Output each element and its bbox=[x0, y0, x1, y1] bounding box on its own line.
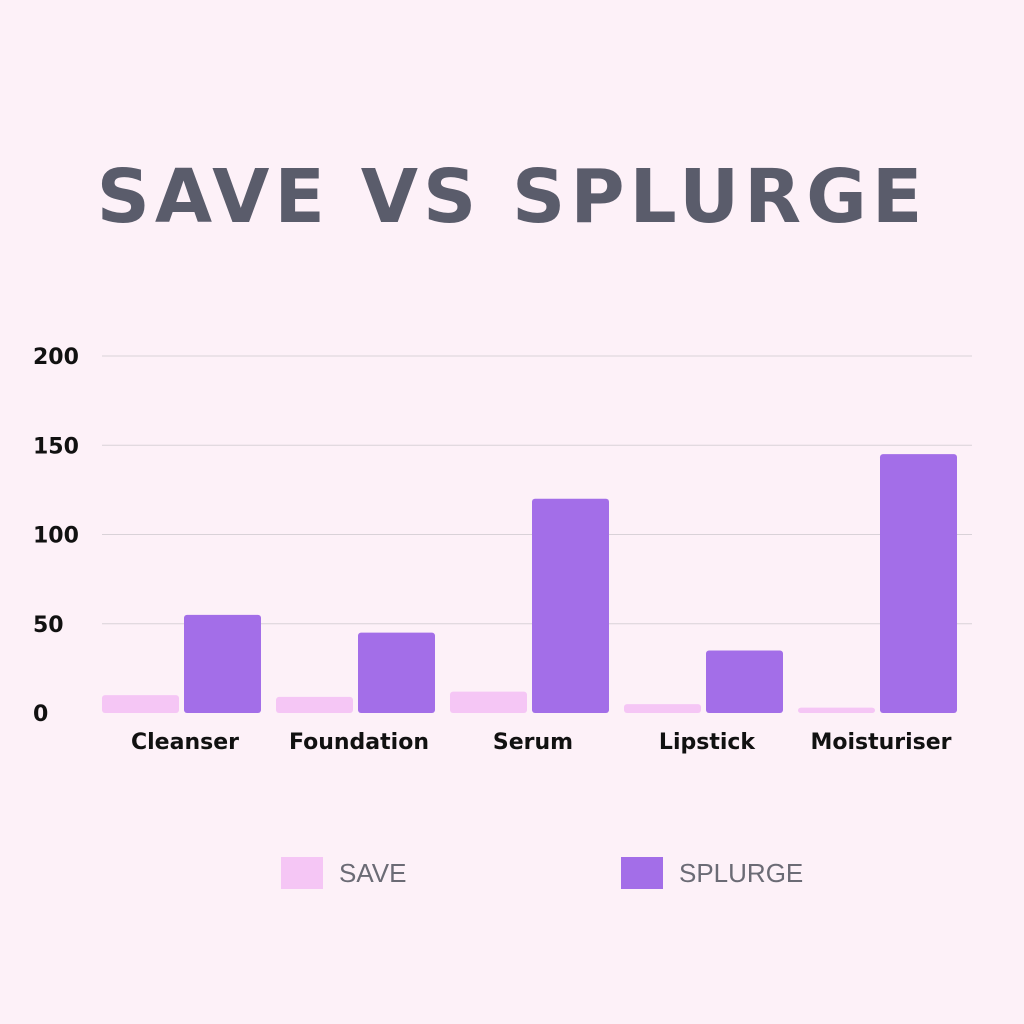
x-tick-label: Lipstick bbox=[659, 730, 757, 755]
chart-title: SAVE VS SPLURGE bbox=[96, 154, 928, 240]
bar-save-moisturiser bbox=[798, 707, 875, 713]
bar-save-cleanser bbox=[102, 695, 179, 713]
y-tick-label: 100 bbox=[33, 524, 79, 549]
bar-save-foundation bbox=[276, 696, 353, 713]
y-tick-label: 50 bbox=[33, 613, 64, 638]
bar-splurge-serum bbox=[532, 498, 609, 713]
bar-splurge-cleanser bbox=[184, 614, 261, 713]
y-tick-label: 0 bbox=[33, 702, 48, 727]
legend-swatch-save bbox=[281, 857, 323, 889]
x-tick-label: Foundation bbox=[289, 730, 429, 755]
legend-swatch-splurge bbox=[621, 857, 663, 889]
x-axis-ticks: Cleanser Foundation Serum Lipstick Moisturis… bbox=[131, 730, 952, 755]
bar-save-serum bbox=[450, 691, 527, 713]
x-tick-label: Cleanser bbox=[131, 730, 239, 755]
bar-splurge-moisturiser bbox=[880, 454, 957, 713]
y-tick-label: 150 bbox=[33, 434, 79, 459]
bar-splurge-lipstick bbox=[706, 650, 783, 713]
legend-label-splurge: SPLURGE bbox=[679, 858, 803, 888]
bar-splurge-foundation bbox=[358, 632, 435, 713]
y-tick-label: 200 bbox=[33, 345, 79, 370]
legend: SAVE SPLURGE bbox=[281, 857, 803, 889]
bars bbox=[102, 454, 957, 713]
x-tick-label: Serum bbox=[493, 730, 573, 755]
x-tick-label: Moisturiser bbox=[810, 730, 951, 755]
bar-save-lipstick bbox=[624, 704, 701, 713]
y-axis-ticks: 0 50 100 150 200 bbox=[33, 345, 79, 727]
legend-label-save: SAVE bbox=[339, 858, 406, 888]
